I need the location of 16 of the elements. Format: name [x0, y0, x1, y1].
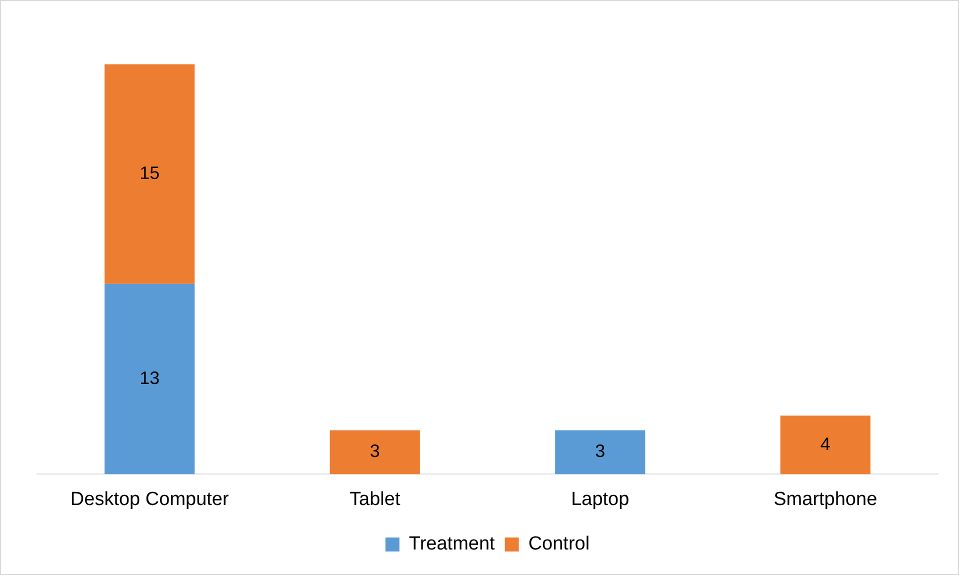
x-tick-label: Tablet	[350, 488, 401, 510]
data-label: 3	[370, 441, 380, 462]
x-tick-label: Smartphone	[774, 488, 878, 510]
bar	[330, 430, 420, 474]
bar	[555, 430, 646, 474]
data-label: 15	[140, 163, 160, 184]
data-label: 4	[820, 434, 830, 454]
data-label: 3	[595, 441, 606, 462]
x-tick-label: Desktop Computer	[70, 488, 230, 510]
data-label: 13	[140, 368, 160, 388]
bar	[104, 284, 195, 474]
legend-label: Treatment	[408, 534, 496, 555]
bar	[780, 416, 870, 474]
legend-label: Control	[528, 534, 590, 555]
x-tick-label: Laptop	[571, 488, 630, 510]
bar	[104, 64, 195, 284]
